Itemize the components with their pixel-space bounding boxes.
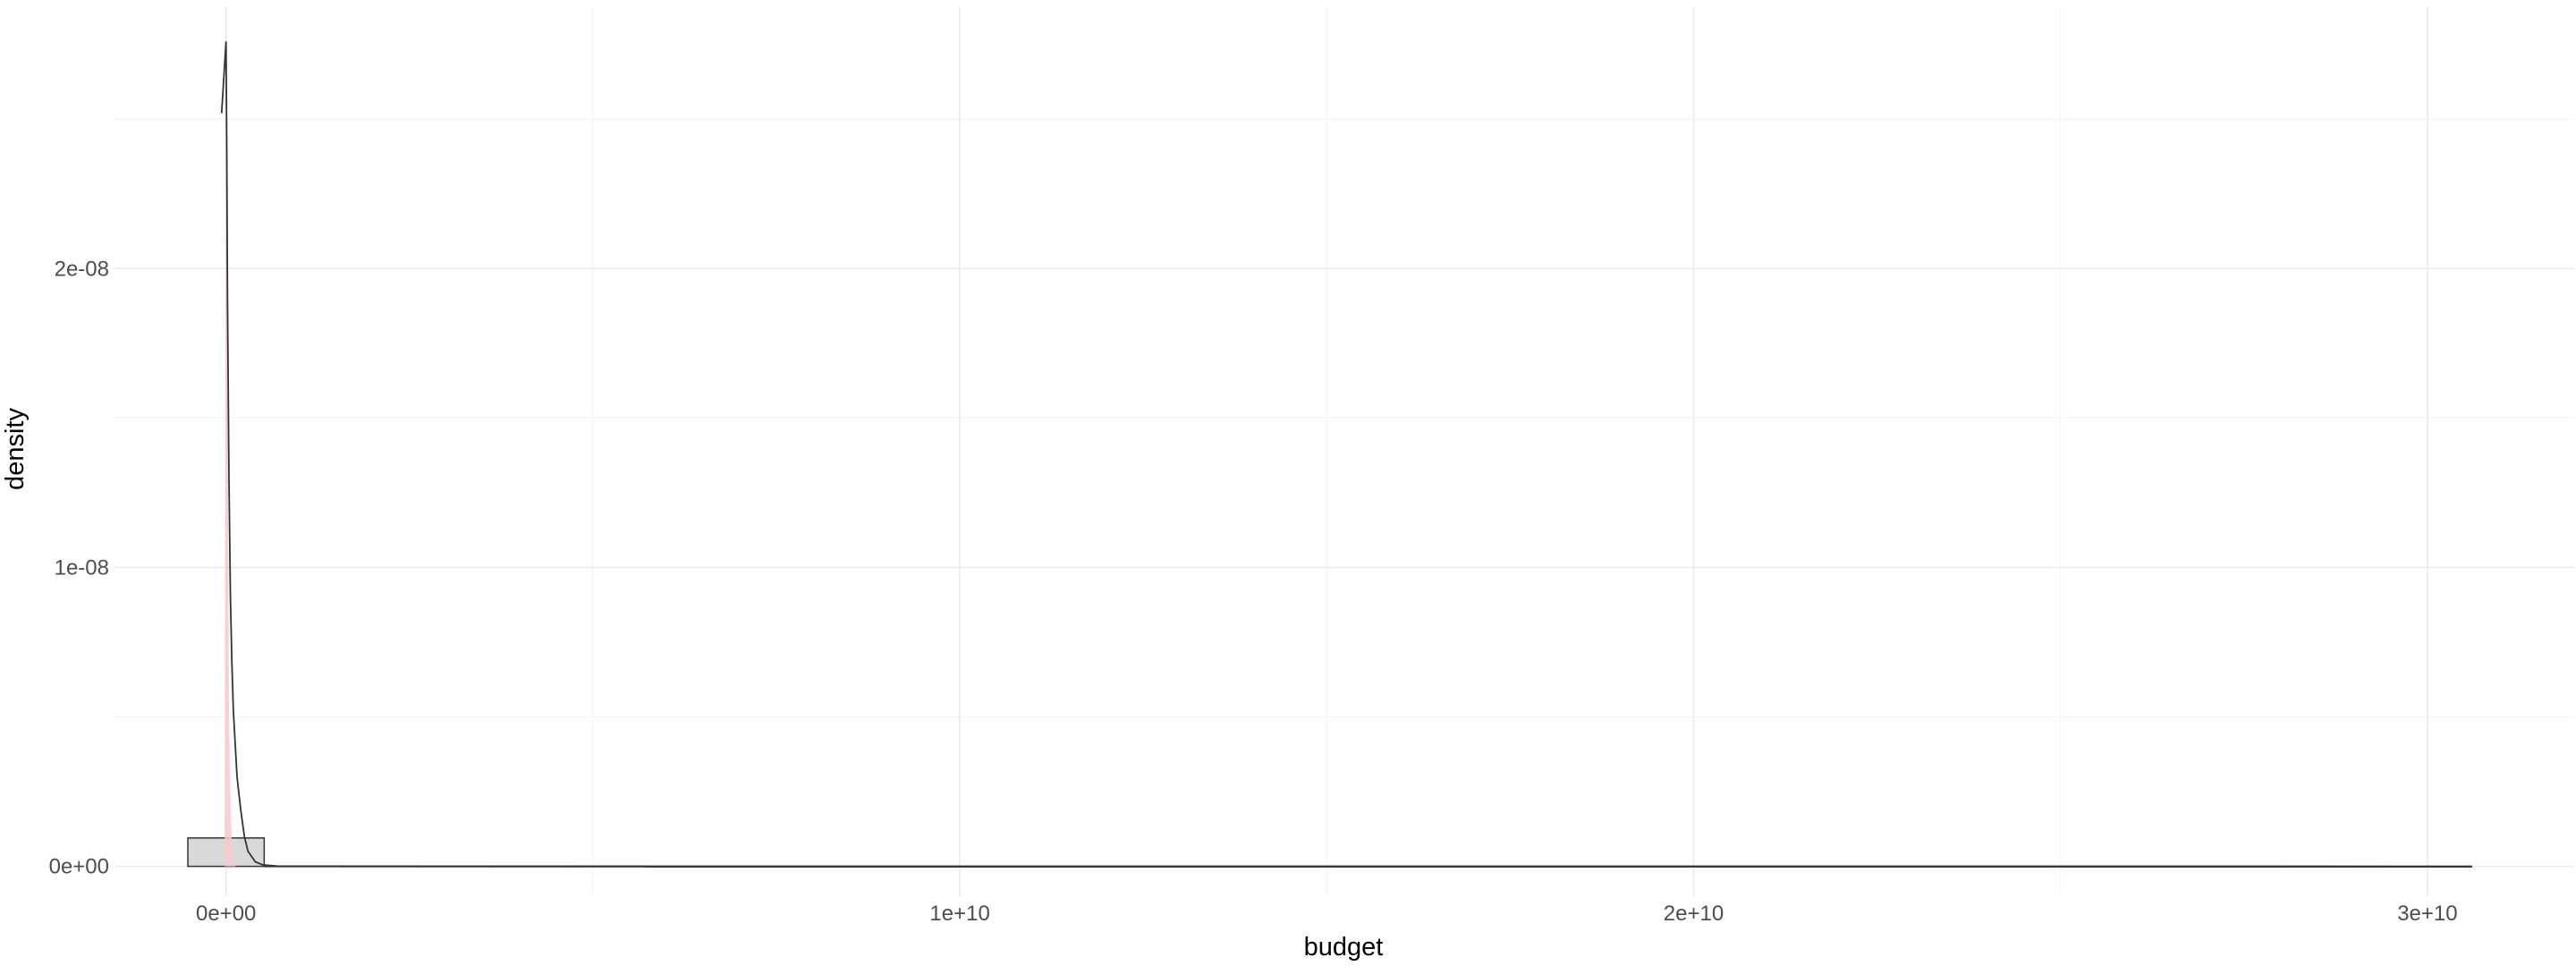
y-tick-label: 1e-08 — [55, 555, 109, 580]
x-tick-label: 2e+10 — [1664, 902, 1724, 926]
grid-major — [114, 7, 2574, 896]
x-axis-title: budget — [1304, 933, 1384, 962]
x-tick-label: 3e+10 — [2397, 902, 2457, 926]
histogram-bars — [187, 837, 2472, 868]
x-tick-label: 1e+10 — [929, 902, 989, 926]
grid-minor — [114, 7, 2574, 896]
y-axis-title: density — [1, 408, 30, 490]
x-tick-label: 0e+00 — [196, 902, 256, 926]
density-line — [220, 41, 2472, 868]
x-tick-labels: 0e+00 1e+10 2e+10 3e+10 — [196, 902, 2458, 926]
y-tick-label: 2e-08 — [55, 257, 109, 281]
y-tick-label: 0e+00 — [49, 855, 109, 879]
density-area — [225, 104, 236, 867]
density-layer — [220, 41, 2472, 868]
y-tick-labels: 0e+00 1e-08 2e-08 — [49, 257, 109, 878]
